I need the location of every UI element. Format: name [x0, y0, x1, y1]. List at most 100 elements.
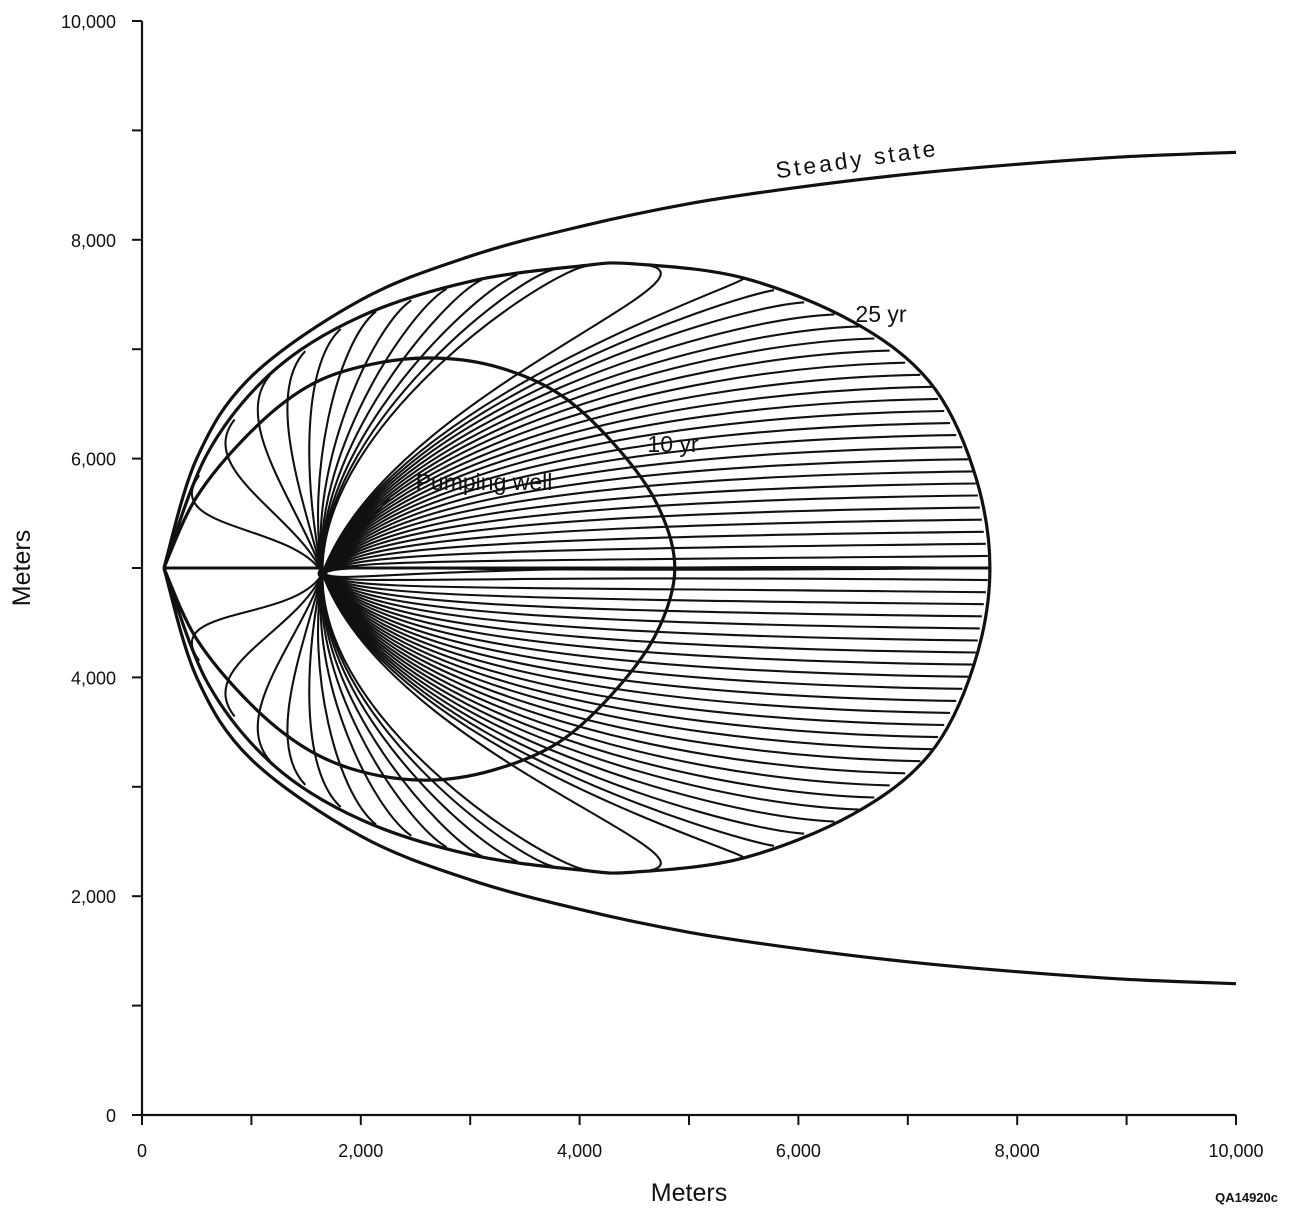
pathline: [321, 572, 969, 678]
pathline: [321, 385, 933, 574]
pathline: [190, 474, 324, 575]
x-tick-label: 0: [137, 1141, 147, 1161]
x-tick-label: 10,000: [1208, 1141, 1263, 1161]
pathline: [321, 572, 963, 690]
pathline: [321, 337, 875, 574]
pathline: [321, 572, 974, 666]
pathline: [190, 572, 324, 662]
pathline: [321, 530, 984, 575]
steady-state-label: Steady state: [774, 135, 940, 184]
pathline: [321, 573, 553, 868]
pathline: [321, 572, 957, 702]
10-yr-curve: [162, 356, 677, 782]
pumping-well-label: Pumping well: [416, 469, 553, 495]
pathline: [286, 573, 324, 786]
x-tick-label: 8,000: [995, 1141, 1040, 1161]
25-yr-label: 25 yr: [855, 301, 906, 327]
pathline: [321, 572, 984, 606]
pathline: [321, 573, 775, 847]
y-axis-ticks: 0 2,000 4,000 6,000 8,000 10,000: [61, 12, 142, 1126]
pathline: [321, 573, 921, 763]
pathline: [308, 573, 342, 808]
pathlines-group: [163, 262, 990, 874]
y-tick-label: 2,000: [71, 887, 116, 907]
pathline: [321, 470, 974, 575]
pathline: [321, 573, 518, 863]
pathline: [316, 310, 377, 574]
pathline: [321, 325, 859, 574]
y-tick-label: 8,000: [71, 231, 116, 251]
x-tick-label: 6,000: [776, 1141, 821, 1161]
pathline: [322, 554, 988, 575]
pathline: [321, 518, 982, 575]
pathline: [321, 572, 945, 727]
pumping-well-marker: [317, 568, 328, 579]
figure-code: QA14920c: [1215, 1190, 1278, 1205]
pathline: [321, 573, 805, 835]
pathline: [321, 573, 835, 823]
pathline: [321, 506, 980, 575]
pathline: [321, 262, 662, 574]
pathline: [321, 373, 921, 574]
pathline: [321, 573, 483, 858]
pathline: [321, 494, 978, 575]
pathline: [224, 418, 324, 574]
pathline: [321, 573, 890, 787]
pathline: [256, 573, 324, 762]
steady-state-lower-curve: [162, 567, 1237, 986]
pathline: [319, 573, 412, 837]
pathline: [321, 361, 906, 574]
pathline: [321, 573, 875, 799]
pathline: [321, 277, 745, 574]
pathline: [321, 301, 805, 574]
pathline: [321, 289, 775, 574]
y-axis-title: Meters: [8, 530, 36, 606]
pathline: [322, 572, 988, 582]
capture-zone-curves: [162, 150, 1237, 986]
pathline: [286, 350, 324, 574]
pathline: [319, 299, 412, 574]
pathline: [320, 573, 448, 849]
pathline: [321, 573, 933, 751]
y-tick-label: 10,000: [61, 12, 116, 32]
pathline: [321, 572, 951, 714]
x-tick-label: 4,000: [557, 1141, 602, 1161]
steady-state-upper-curve: [162, 150, 1237, 569]
10-yr-label: 10 yr: [647, 431, 698, 457]
pathline: [321, 572, 980, 630]
pathline: [321, 458, 969, 575]
x-tick-label: 2,000: [338, 1141, 383, 1161]
pathline: [321, 397, 939, 575]
x-axis-title: Meters: [651, 1179, 727, 1207]
pathline: [321, 268, 553, 574]
pathline: [321, 572, 978, 642]
pathline: [321, 482, 976, 575]
y-tick-label: 4,000: [71, 668, 116, 688]
pathline: [321, 446, 963, 575]
pathline: [321, 573, 745, 859]
y-tick-label: 0: [106, 1106, 116, 1126]
pathline: [321, 349, 890, 574]
pathline: [321, 572, 986, 594]
pathline: [321, 573, 589, 872]
pathline: [321, 434, 957, 575]
pathline: [321, 313, 835, 574]
pathline: [308, 328, 342, 574]
x-axis-ticks: 0 2,000 4,000 6,000 8,000 10,000: [137, 1115, 1264, 1161]
pathline: [256, 374, 324, 574]
pathline: [321, 264, 589, 574]
pathline: [321, 573, 859, 811]
pathline: [321, 278, 483, 574]
pathline: [316, 573, 377, 826]
pathline: [320, 287, 448, 574]
pumping-well-leader: [344, 494, 393, 549]
pathline: [321, 572, 976, 654]
pathline: [321, 573, 662, 874]
25-yr-curve: [162, 261, 992, 875]
pathline: [321, 273, 518, 574]
pathline: [224, 573, 324, 718]
y-tick-label: 6,000: [71, 450, 116, 470]
pathline: [321, 572, 939, 739]
pathline: [321, 572, 982, 618]
